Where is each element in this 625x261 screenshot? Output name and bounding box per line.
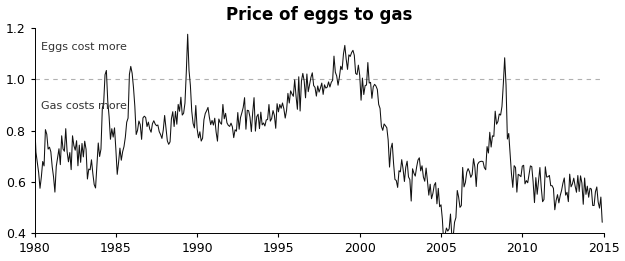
Title: Price of eggs to gas: Price of eggs to gas	[226, 5, 412, 23]
Text: Eggs cost more: Eggs cost more	[41, 42, 127, 52]
Text: Gas costs more: Gas costs more	[41, 101, 127, 111]
